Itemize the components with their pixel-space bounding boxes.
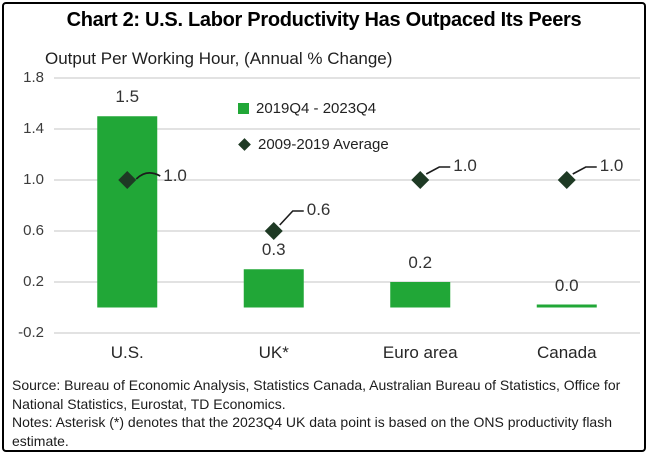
- legend-label: 2009-2019 Average: [258, 136, 389, 153]
- x-axis-label: Euro area: [382, 343, 458, 362]
- x-axis-label: U.S.: [110, 343, 144, 362]
- callout-line: [135, 172, 161, 180]
- x-axis-label: Canada: [536, 343, 597, 362]
- bar-value-label: 0.3: [261, 240, 286, 260]
- y-axis-tick-label: -0.2: [18, 324, 44, 341]
- y-axis-tick-label: 0.2: [23, 273, 44, 290]
- diamond-marker: [411, 171, 430, 189]
- legend-item: 2019Q4 - 2023Q4: [238, 100, 389, 117]
- callout-line: [279, 210, 304, 226]
- notes-text: Notes: Asterisk (*) denotes that the 202…: [12, 414, 612, 449]
- diamond-value-label: 0.6: [306, 200, 331, 219]
- chart-footnotes: Source: Bureau of Economic Analysis, Sta…: [12, 376, 638, 450]
- bar-value-label: 1.5: [115, 87, 140, 107]
- diamond-marker: [118, 171, 137, 189]
- legend-item: 2009-2019 Average: [238, 136, 389, 153]
- bar: [97, 116, 158, 308]
- diamond-value-label: 1.0: [453, 156, 477, 175]
- y-axis-tick-label: 1.0: [23, 171, 44, 188]
- y-axis-tick-label: 1.8: [23, 69, 44, 86]
- callout-line: [425, 166, 451, 175]
- callout-line: [572, 166, 597, 175]
- legend-diamond-swatch-icon: [238, 138, 251, 151]
- y-axis-tick-label: 1.4: [23, 120, 44, 137]
- bar-value-label: 0.0: [554, 275, 579, 295]
- chart-legend: 2019Q4 - 2023Q4 2009-2019 Average: [238, 100, 389, 153]
- legend-label: 2019Q4 - 2023Q4: [256, 100, 377, 117]
- diamond-marker: [264, 222, 283, 240]
- bar: [536, 304, 597, 308]
- source-text: Source: Bureau of Economic Analysis, Sta…: [12, 377, 621, 412]
- diamond-value-label: 1.0: [163, 166, 187, 185]
- diamond-marker: [557, 171, 576, 189]
- diamond-value-label: 1.0: [599, 156, 624, 175]
- y-axis-tick-label: 0.6: [23, 222, 44, 239]
- legend-bar-swatch-icon: [238, 103, 249, 114]
- x-axis-label: UK*: [258, 343, 289, 362]
- bar-value-label: 0.2: [408, 253, 433, 272]
- bar: [390, 282, 451, 308]
- bar: [243, 269, 304, 308]
- chart-title: Chart 2: U.S. Labor Productivity Has Out…: [66, 9, 582, 31]
- chart-subtitle: Output Per Working Hour, (Annual % Chang…: [45, 49, 393, 68]
